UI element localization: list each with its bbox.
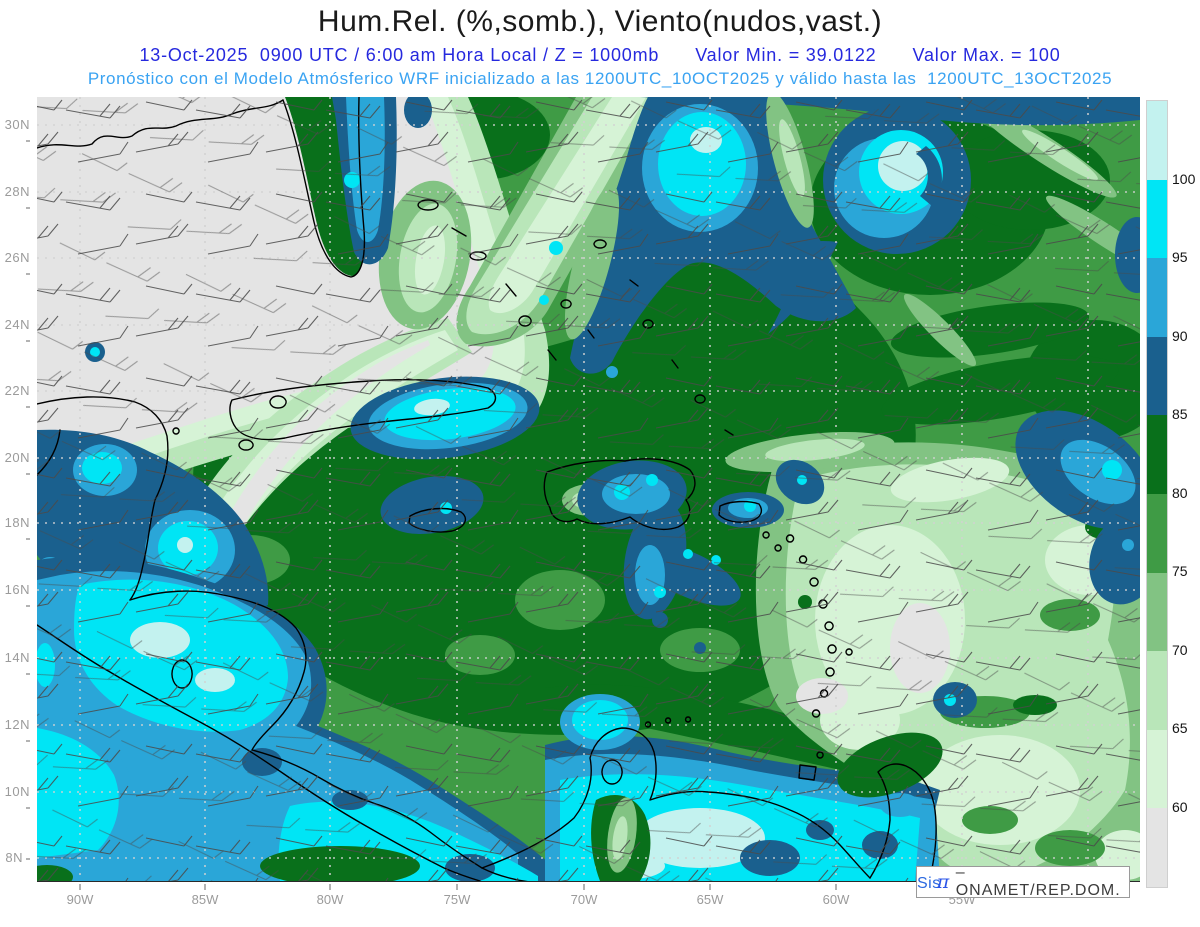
colorbar-tick-label: 85 [1172,406,1188,422]
colorbar-tick-label: 70 [1172,642,1188,658]
lat-tick [26,272,30,275]
watermark-org: – ONAMET/REP.DOM. [955,864,1121,899]
lat-tick [26,206,30,209]
lat-label: 28N [0,184,30,214]
map-bottom-axis [37,881,1140,882]
forecast-map [37,97,1140,881]
lon-label: 70W [562,884,606,907]
colorbar-segment [1147,572,1167,652]
colorbar-tick-label: 100 [1172,171,1196,187]
value-max-label: Valor Max. = 100 [912,45,1061,65]
colorbar-segment [1147,336,1167,416]
lat-tick [26,672,30,675]
colorbar-tick-label: 60 [1172,799,1188,815]
lat-label: 18N [0,515,30,545]
lat-label: 30N [0,117,30,147]
lat-tick [26,604,30,607]
watermark-brand: Sisπ [917,871,950,893]
colorbar-segment [1147,808,1167,887]
lon-label: 85W [183,884,227,907]
pi-symbol: π [936,871,950,893]
colorbar-tick-label: 75 [1172,563,1188,579]
lon-label: 80W [308,884,352,907]
colorbar-segment [1147,729,1167,809]
lat-label: 20N [0,450,30,480]
lon-tick [329,884,331,890]
lon-tick [204,884,206,890]
lon-tick [835,884,837,890]
lon-label: 60W [814,884,858,907]
lon-tick [709,884,711,890]
humidity-colorbar [1146,100,1168,888]
lon-label: 65W [688,884,732,907]
lat-label: 12N [0,717,30,747]
colorbar-segment [1147,493,1167,573]
colorbar-tick-label: 90 [1172,328,1188,344]
lat-tick [26,537,30,540]
lat-label: 8N [0,850,30,865]
lon-tick [583,884,585,890]
lat-tick [26,405,30,408]
lat-tick [26,472,30,475]
lat-label: 14N [0,650,30,680]
colorbar-segment [1147,651,1167,730]
value-min-label: Valor Min. = 39.0122 [695,45,877,65]
lat-tick [26,739,30,742]
lat-tick [26,139,30,142]
lat-label: 26N [0,250,30,280]
colorbar-tick-label: 95 [1172,249,1188,265]
colorbar-segment [1147,258,1167,337]
colorbar-tick-label: 80 [1172,485,1188,501]
colorbar-segment [1147,415,1167,494]
valid-datetime: 13-Oct-2025 0900 UTC / 6:00 am Hora Loca… [139,45,660,65]
colorbar-segment [1147,179,1167,259]
lon-label: 90W [58,884,102,907]
wind-barbs [37,97,1140,881]
lat-label: 24N [0,317,30,347]
colorbar-tick-label: 65 [1172,720,1188,736]
lat-label: 16N [0,582,30,612]
lat-tick [26,806,30,809]
lat-tick [26,339,30,342]
lon-label: 75W [435,884,479,907]
lat-label: 10N [0,784,30,814]
forecast-datetime-line: 13-Oct-2025 0900 UTC / 6:00 am Hora Loca… [0,45,1200,66]
page-title: Hum.Rel. (%,somb.), Viento(nudos,vast.) [317,5,883,38]
model-info-line: Pronóstico con el Modelo Atmósferico WRF… [87,69,1113,88]
lon-tick [79,884,81,890]
lat-label: 22N [0,383,30,413]
colorbar-segment [1147,101,1167,180]
watermark: Sisπ – ONAMET/REP.DOM. [916,864,1130,899]
lat-tick [26,857,30,860]
lon-tick [456,884,458,890]
